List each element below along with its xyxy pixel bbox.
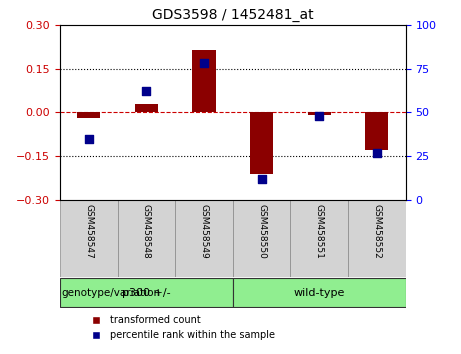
Bar (193, 50, 216, 112)
Bar (77, 112, 100, 118)
FancyBboxPatch shape (233, 279, 406, 307)
Point (200, 61, 207, 66)
FancyBboxPatch shape (60, 279, 233, 307)
Point (85, 136, 92, 141)
Bar (250, 112, 273, 173)
Text: GSM458549: GSM458549 (200, 204, 208, 258)
Text: GSM458552: GSM458552 (372, 204, 381, 258)
Point (373, 150, 381, 155)
Bar (135, 104, 158, 112)
Bar (365, 112, 388, 150)
Title: GDS3598 / 1452481_at: GDS3598 / 1452481_at (152, 8, 313, 22)
FancyBboxPatch shape (233, 200, 290, 277)
Legend: transformed count, percentile rank within the sample: transformed count, percentile rank withi… (82, 311, 279, 344)
FancyBboxPatch shape (290, 200, 348, 277)
Point (258, 176, 266, 182)
FancyBboxPatch shape (348, 200, 406, 277)
FancyBboxPatch shape (60, 200, 118, 277)
FancyBboxPatch shape (175, 200, 233, 277)
Text: wild-type: wild-type (294, 288, 345, 298)
Text: GSM458548: GSM458548 (142, 204, 151, 258)
Text: GSM458551: GSM458551 (315, 204, 324, 258)
Text: GSM458550: GSM458550 (257, 204, 266, 258)
Bar (308, 112, 331, 115)
Point (315, 113, 323, 119)
Text: p300 +/-: p300 +/- (122, 288, 171, 298)
Point (142, 88, 150, 94)
FancyBboxPatch shape (118, 200, 175, 277)
Text: genotype/variation: genotype/variation (61, 288, 160, 298)
Text: GSM458547: GSM458547 (84, 204, 93, 258)
